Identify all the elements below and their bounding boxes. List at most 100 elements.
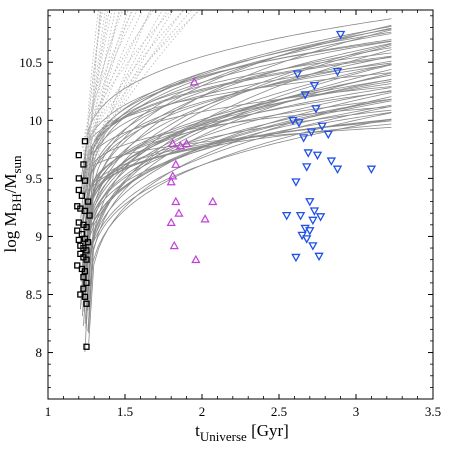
- black-square-marker: [84, 239, 92, 246]
- solid-growth-track: [84, 92, 392, 324]
- dotted-growth-track: [87, 10, 138, 138]
- solid-growth-track: [84, 80, 392, 265]
- solid-growth-track: [86, 118, 392, 232]
- data-markers: [74, 30, 377, 350]
- solid-growth-track: [84, 49, 392, 353]
- blue-triangle-marker: [309, 81, 320, 91]
- blue-triangle-marker: [298, 134, 309, 143]
- solid-growth-track: [82, 57, 392, 199]
- magenta-triangle-marker: [200, 214, 210, 223]
- blue-triangle-marker: [302, 235, 312, 244]
- solid-growth-track: [82, 18, 392, 181]
- magenta-triangle-marker: [191, 254, 201, 264]
- y-axis-label: log MBH/Msun: [1, 155, 24, 253]
- dotted-growth-track: [83, 10, 185, 155]
- solid-growth-track: [80, 74, 392, 282]
- blue-triangle-marker: [300, 91, 310, 100]
- solid-growth-track: [86, 42, 392, 266]
- solid-growth-track: [88, 31, 392, 203]
- magenta-triangle-marker: [166, 217, 176, 226]
- black-square-marker: [78, 192, 86, 199]
- blue-triangle-marker: [281, 212, 292, 221]
- y-tick-label: 10.5: [19, 55, 42, 70]
- blue-triangle-marker: [303, 149, 313, 158]
- blue-triangle-marker: [317, 122, 327, 132]
- black-square-marker: [84, 198, 92, 205]
- blue-triangle-marker: [366, 165, 377, 175]
- solid-growth-track: [83, 100, 392, 302]
- magenta-triangle-marker: [168, 138, 178, 148]
- y-tick-label: 10: [29, 113, 42, 128]
- dotted-growth-track: [82, 10, 174, 201]
- solid-growth-track: [88, 72, 392, 334]
- y-tick-label: 9.5: [26, 171, 42, 186]
- solid-growth-track: [85, 52, 392, 192]
- magenta-triangle-marker: [168, 171, 178, 180]
- solid-growth-track: [84, 99, 392, 280]
- black-square-marker: [81, 177, 89, 184]
- x-tick-label: 2.5: [271, 404, 287, 419]
- blue-triangle-marker: [326, 157, 337, 166]
- blue-triangle-marker: [315, 213, 326, 222]
- blue-triangle-marker: [332, 165, 343, 175]
- solid-growth-track: [87, 112, 392, 332]
- black-square-marker: [83, 343, 90, 350]
- dotted-growth-track: [86, 10, 133, 172]
- solid-growth-track: [88, 45, 392, 320]
- blue-triangle-marker: [291, 253, 301, 263]
- black-square-marker: [80, 273, 87, 281]
- solid-growth-track: [88, 78, 392, 284]
- solid-growth-track: [88, 109, 392, 233]
- axis-ticks: [47, 10, 434, 399]
- blue-triangle-marker: [295, 212, 306, 221]
- black-square-marker: [83, 256, 90, 263]
- black-square-marker: [81, 268, 89, 275]
- solid-growth-track: [83, 106, 392, 327]
- black-square-marker: [83, 300, 90, 307]
- y-tick-label: 9: [36, 229, 43, 244]
- x-tick-label: 3.5: [425, 404, 441, 419]
- black-square-marker: [75, 151, 82, 159]
- solid-growth-track: [85, 69, 392, 328]
- dotted-growth-track: [85, 10, 102, 163]
- solid-growth-track: [85, 64, 392, 329]
- solid-growth-track: [88, 27, 392, 256]
- magenta-triangle-marker: [181, 138, 192, 148]
- blue-triangle-marker: [308, 216, 318, 226]
- dotted-growth-track: [86, 10, 201, 148]
- blue-triangle-marker: [292, 70, 303, 79]
- blue-triangle-marker: [312, 151, 323, 161]
- blue-triangle-marker: [306, 128, 317, 137]
- dotted-growth-track: [86, 10, 99, 141]
- blue-triangle-marker: [311, 105, 321, 114]
- blue-triangle-marker: [305, 198, 315, 207]
- blue-triangle-marker: [294, 119, 304, 128]
- magenta-triangle-marker: [169, 240, 179, 250]
- black-square-marker: [81, 293, 89, 300]
- solid-growth-track: [88, 96, 392, 344]
- x-tick-label: 1.5: [117, 404, 133, 419]
- solid-growth-track: [83, 91, 392, 237]
- solid-growth-track: [82, 90, 392, 290]
- black-square-marker: [74, 227, 81, 234]
- black-square-marker: [81, 207, 89, 215]
- solid-growth-track: [82, 79, 392, 251]
- solid-growth-track: [83, 29, 392, 312]
- magenta-triangle-marker: [175, 141, 186, 150]
- black-square-marker: [75, 186, 82, 194]
- plot-frame: [47, 9, 434, 400]
- evolution-tracks: [79, 10, 392, 353]
- blue-triangle-marker: [335, 30, 346, 40]
- solid-growth-track: [85, 47, 392, 235]
- solid-growth-track: [86, 39, 392, 198]
- magenta-triangle-marker: [189, 77, 199, 86]
- x-tick-label: 2: [199, 404, 206, 419]
- dotted-growth-track: [88, 10, 144, 155]
- axis-tick-labels: 1 1.5 2 2.5 3 3.5 8 8.5 9 9.5 10 10.5: [19, 55, 441, 419]
- magenta-triangle-marker: [174, 208, 184, 217]
- black-square-marker: [86, 212, 93, 219]
- dotted-growth-track: [87, 10, 155, 140]
- dotted-growth-track: [89, 10, 200, 173]
- magenta-triangle-marker: [208, 196, 218, 206]
